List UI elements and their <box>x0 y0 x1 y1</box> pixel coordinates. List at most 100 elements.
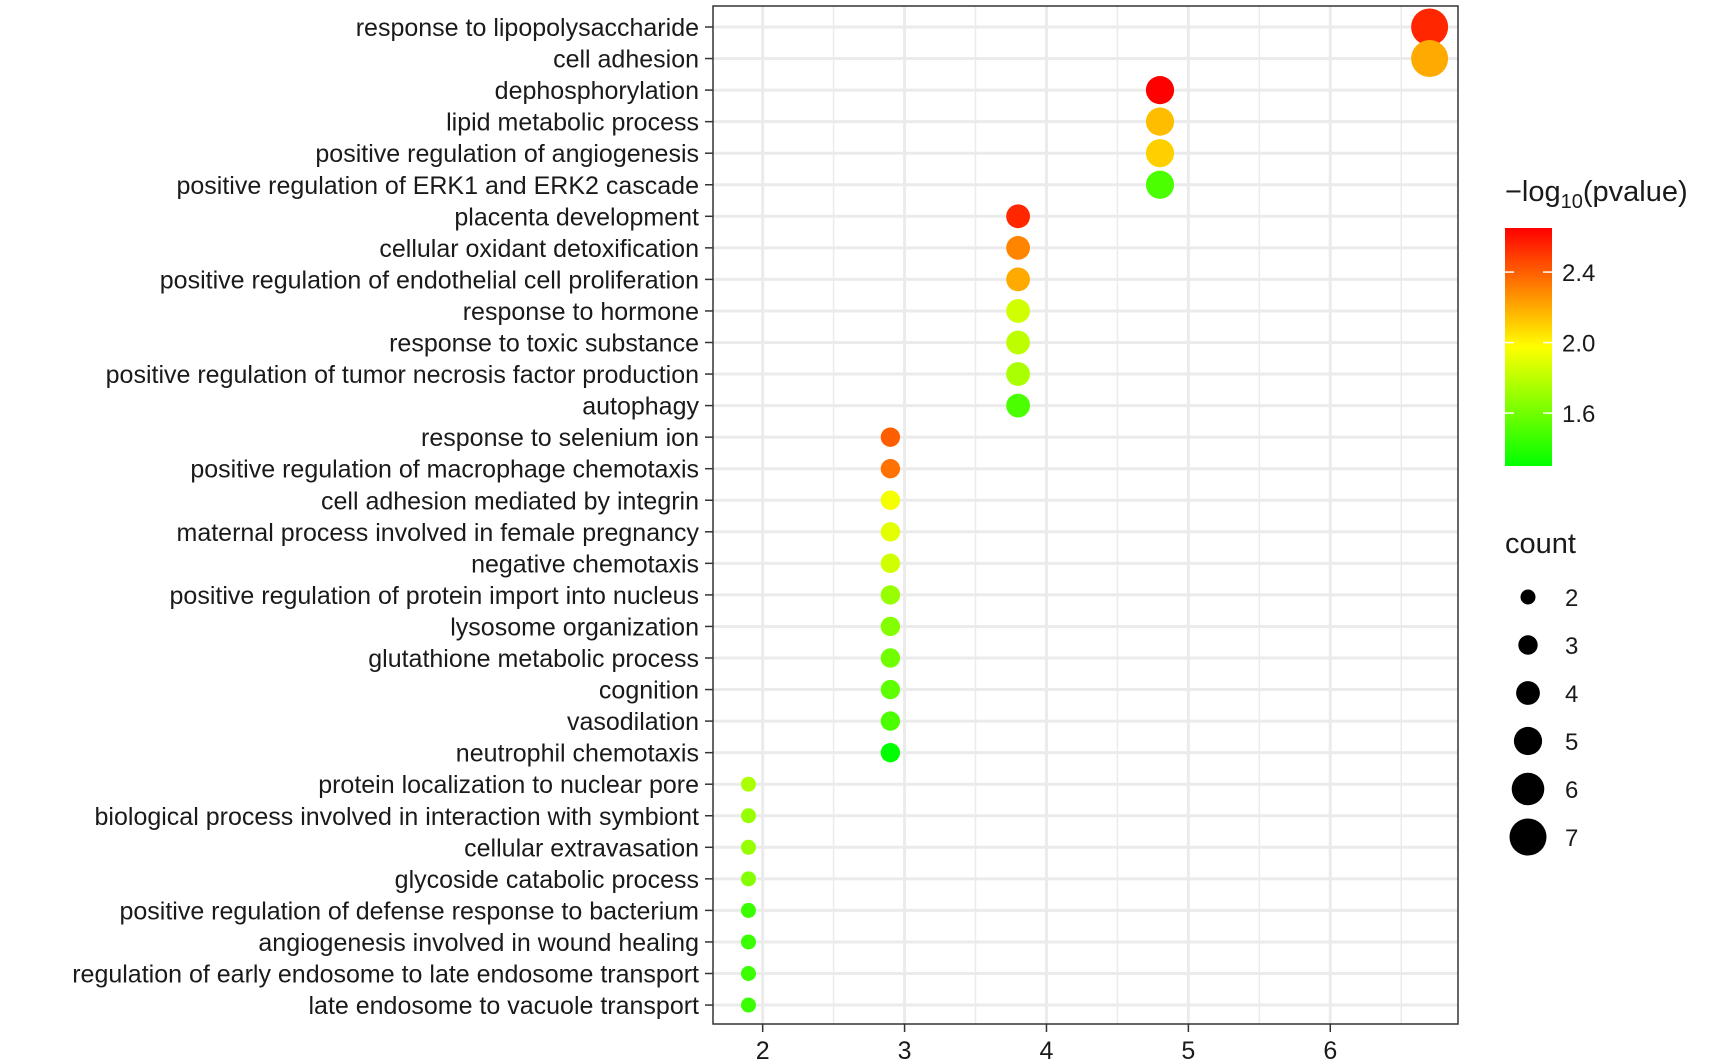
color-bar-tick-label: 2.0 <box>1562 331 1595 358</box>
size-legend-dot <box>1509 818 1547 856</box>
y-tick-label: cell adhesion mediated by integrin <box>321 487 699 515</box>
data-points <box>740 8 1449 1013</box>
term-labels: response to lipopolysaccharide cell adhes… <box>72 14 699 1020</box>
y-tick-label: response to toxic substance <box>389 330 699 358</box>
y-tick-label: cellular oxidant detoxification <box>379 235 699 263</box>
data-point <box>880 490 901 510</box>
x-ticks: 2 3 4 5 6 <box>756 1024 1337 1064</box>
data-point <box>1006 299 1030 323</box>
y-tick-label: positive regulation of tumor necrosis fa… <box>106 361 699 389</box>
data-point <box>880 711 901 731</box>
size-legend-label: 5 <box>1565 729 1578 756</box>
y-tick-label: positive regulation of angiogenesis <box>315 140 699 168</box>
y-tick-label: positive regulation of ERK1 and ERK2 cas… <box>176 172 699 200</box>
data-point <box>740 776 756 792</box>
data-point <box>880 742 901 763</box>
x-tick-label: 5 <box>1181 1037 1195 1064</box>
y-tick-label: vasodilation <box>567 708 699 736</box>
size-legend-label: 6 <box>1565 777 1578 804</box>
size-legend-dot <box>1520 589 1536 605</box>
data-point <box>1006 393 1030 418</box>
grid-lines <box>713 6 1458 1024</box>
y-tick-label: autophagy <box>582 393 699 421</box>
data-point <box>1145 107 1175 136</box>
color-legend: −log10(pvalue) 2.4 2.0 1.6 <box>1505 176 1688 466</box>
plot-panel-border <box>712 5 1459 1025</box>
y-tick-label: response to lipopolysaccharide <box>356 14 699 42</box>
x-tick-label: 3 <box>898 1037 912 1064</box>
y-tick-label: lipid metabolic process <box>446 109 699 137</box>
data-point <box>1006 235 1030 260</box>
size-legend-label: 4 <box>1565 681 1578 708</box>
size-legend-items: 2 3 4 5 6 7 <box>1509 585 1578 856</box>
y-tick-label: positive regulation of endothelial cell … <box>160 266 699 294</box>
size-legend-dot <box>1518 635 1538 655</box>
x-tick-label: 4 <box>1040 1037 1054 1064</box>
data-point <box>740 871 756 887</box>
size-legend-dot <box>1513 726 1543 756</box>
color-legend-title-suffix: (pvalue) <box>1583 176 1688 208</box>
y-tick-label: dephosphorylation <box>495 77 699 105</box>
size-legend: count 2 3 4 5 6 7 <box>1505 528 1578 856</box>
y-tick-label: positive regulation of defense response … <box>119 897 699 925</box>
y-tick-label: positive regulation of macrophage chemot… <box>190 456 699 484</box>
data-point <box>740 997 756 1013</box>
data-point <box>880 679 901 700</box>
data-point <box>740 839 756 855</box>
y-tick-label: late endosome to vacuole transport <box>308 992 699 1020</box>
data-point <box>880 648 901 668</box>
color-legend-title-subscript: 10 <box>1561 191 1583 213</box>
size-legend-dot <box>1516 681 1540 705</box>
y-tick-label: lysosome organization <box>450 613 699 641</box>
size-legend-label: 7 <box>1565 825 1578 852</box>
y-tick-label: response to selenium ion <box>421 424 699 452</box>
data-point <box>880 522 901 542</box>
y-tick-label: positive regulation of protein import in… <box>170 582 699 610</box>
y-tick-label: maternal process involved in female preg… <box>177 519 700 547</box>
data-point <box>1145 170 1175 199</box>
data-point <box>1411 8 1449 46</box>
data-point <box>740 934 756 950</box>
data-point <box>1145 139 1175 168</box>
y-tick-label: biological process involved in interacti… <box>95 803 700 831</box>
x-tick-label: 2 <box>756 1037 770 1064</box>
y-tick-label: regulation of early endosome to late end… <box>72 961 699 989</box>
y-tick-label: glycoside catabolic process <box>395 866 699 894</box>
y-tick-label: protein localization to nuclear pore <box>318 771 699 799</box>
y-tick-label: cellular extravasation <box>464 834 699 862</box>
y-tick-label: angiogenesis involved in wound healing <box>258 929 699 957</box>
size-legend-label: 3 <box>1565 633 1578 660</box>
y-tick-label: negative chemotaxis <box>471 550 699 578</box>
color-legend-title: −log10(pvalue) <box>1505 176 1688 213</box>
data-point <box>740 902 756 918</box>
y-tick-label: placenta development <box>454 203 699 231</box>
color-bar <box>1505 228 1552 466</box>
y-tick-label: glutathione metabolic process <box>368 645 699 673</box>
data-point <box>740 966 756 981</box>
data-point <box>880 585 901 605</box>
color-bar-ticks: 2.4 2.0 1.6 <box>1505 260 1595 428</box>
x-tick-label: 6 <box>1323 1037 1337 1064</box>
data-point <box>740 808 756 824</box>
y-tick-label: cognition <box>599 677 699 705</box>
y-ticks <box>705 26 713 1006</box>
size-legend-dot <box>1511 772 1545 806</box>
y-tick-label: neutrophil chemotaxis <box>456 740 699 768</box>
data-point <box>1006 362 1030 386</box>
data-point <box>880 616 901 637</box>
size-legend-title: count <box>1505 528 1576 560</box>
data-point <box>880 427 901 447</box>
data-point <box>880 553 901 574</box>
data-point <box>1411 40 1449 78</box>
color-legend-title-prefix: −log <box>1505 176 1561 208</box>
data-point <box>1006 204 1030 229</box>
data-point <box>880 459 901 479</box>
y-tick-label: response to hormone <box>463 298 699 326</box>
color-bar-tick-label: 2.4 <box>1562 260 1595 287</box>
data-point <box>1145 76 1175 105</box>
data-point <box>1006 330 1030 355</box>
data-point <box>1006 267 1030 292</box>
y-tick-label: cell adhesion <box>553 46 699 74</box>
size-legend-label: 2 <box>1565 585 1578 612</box>
